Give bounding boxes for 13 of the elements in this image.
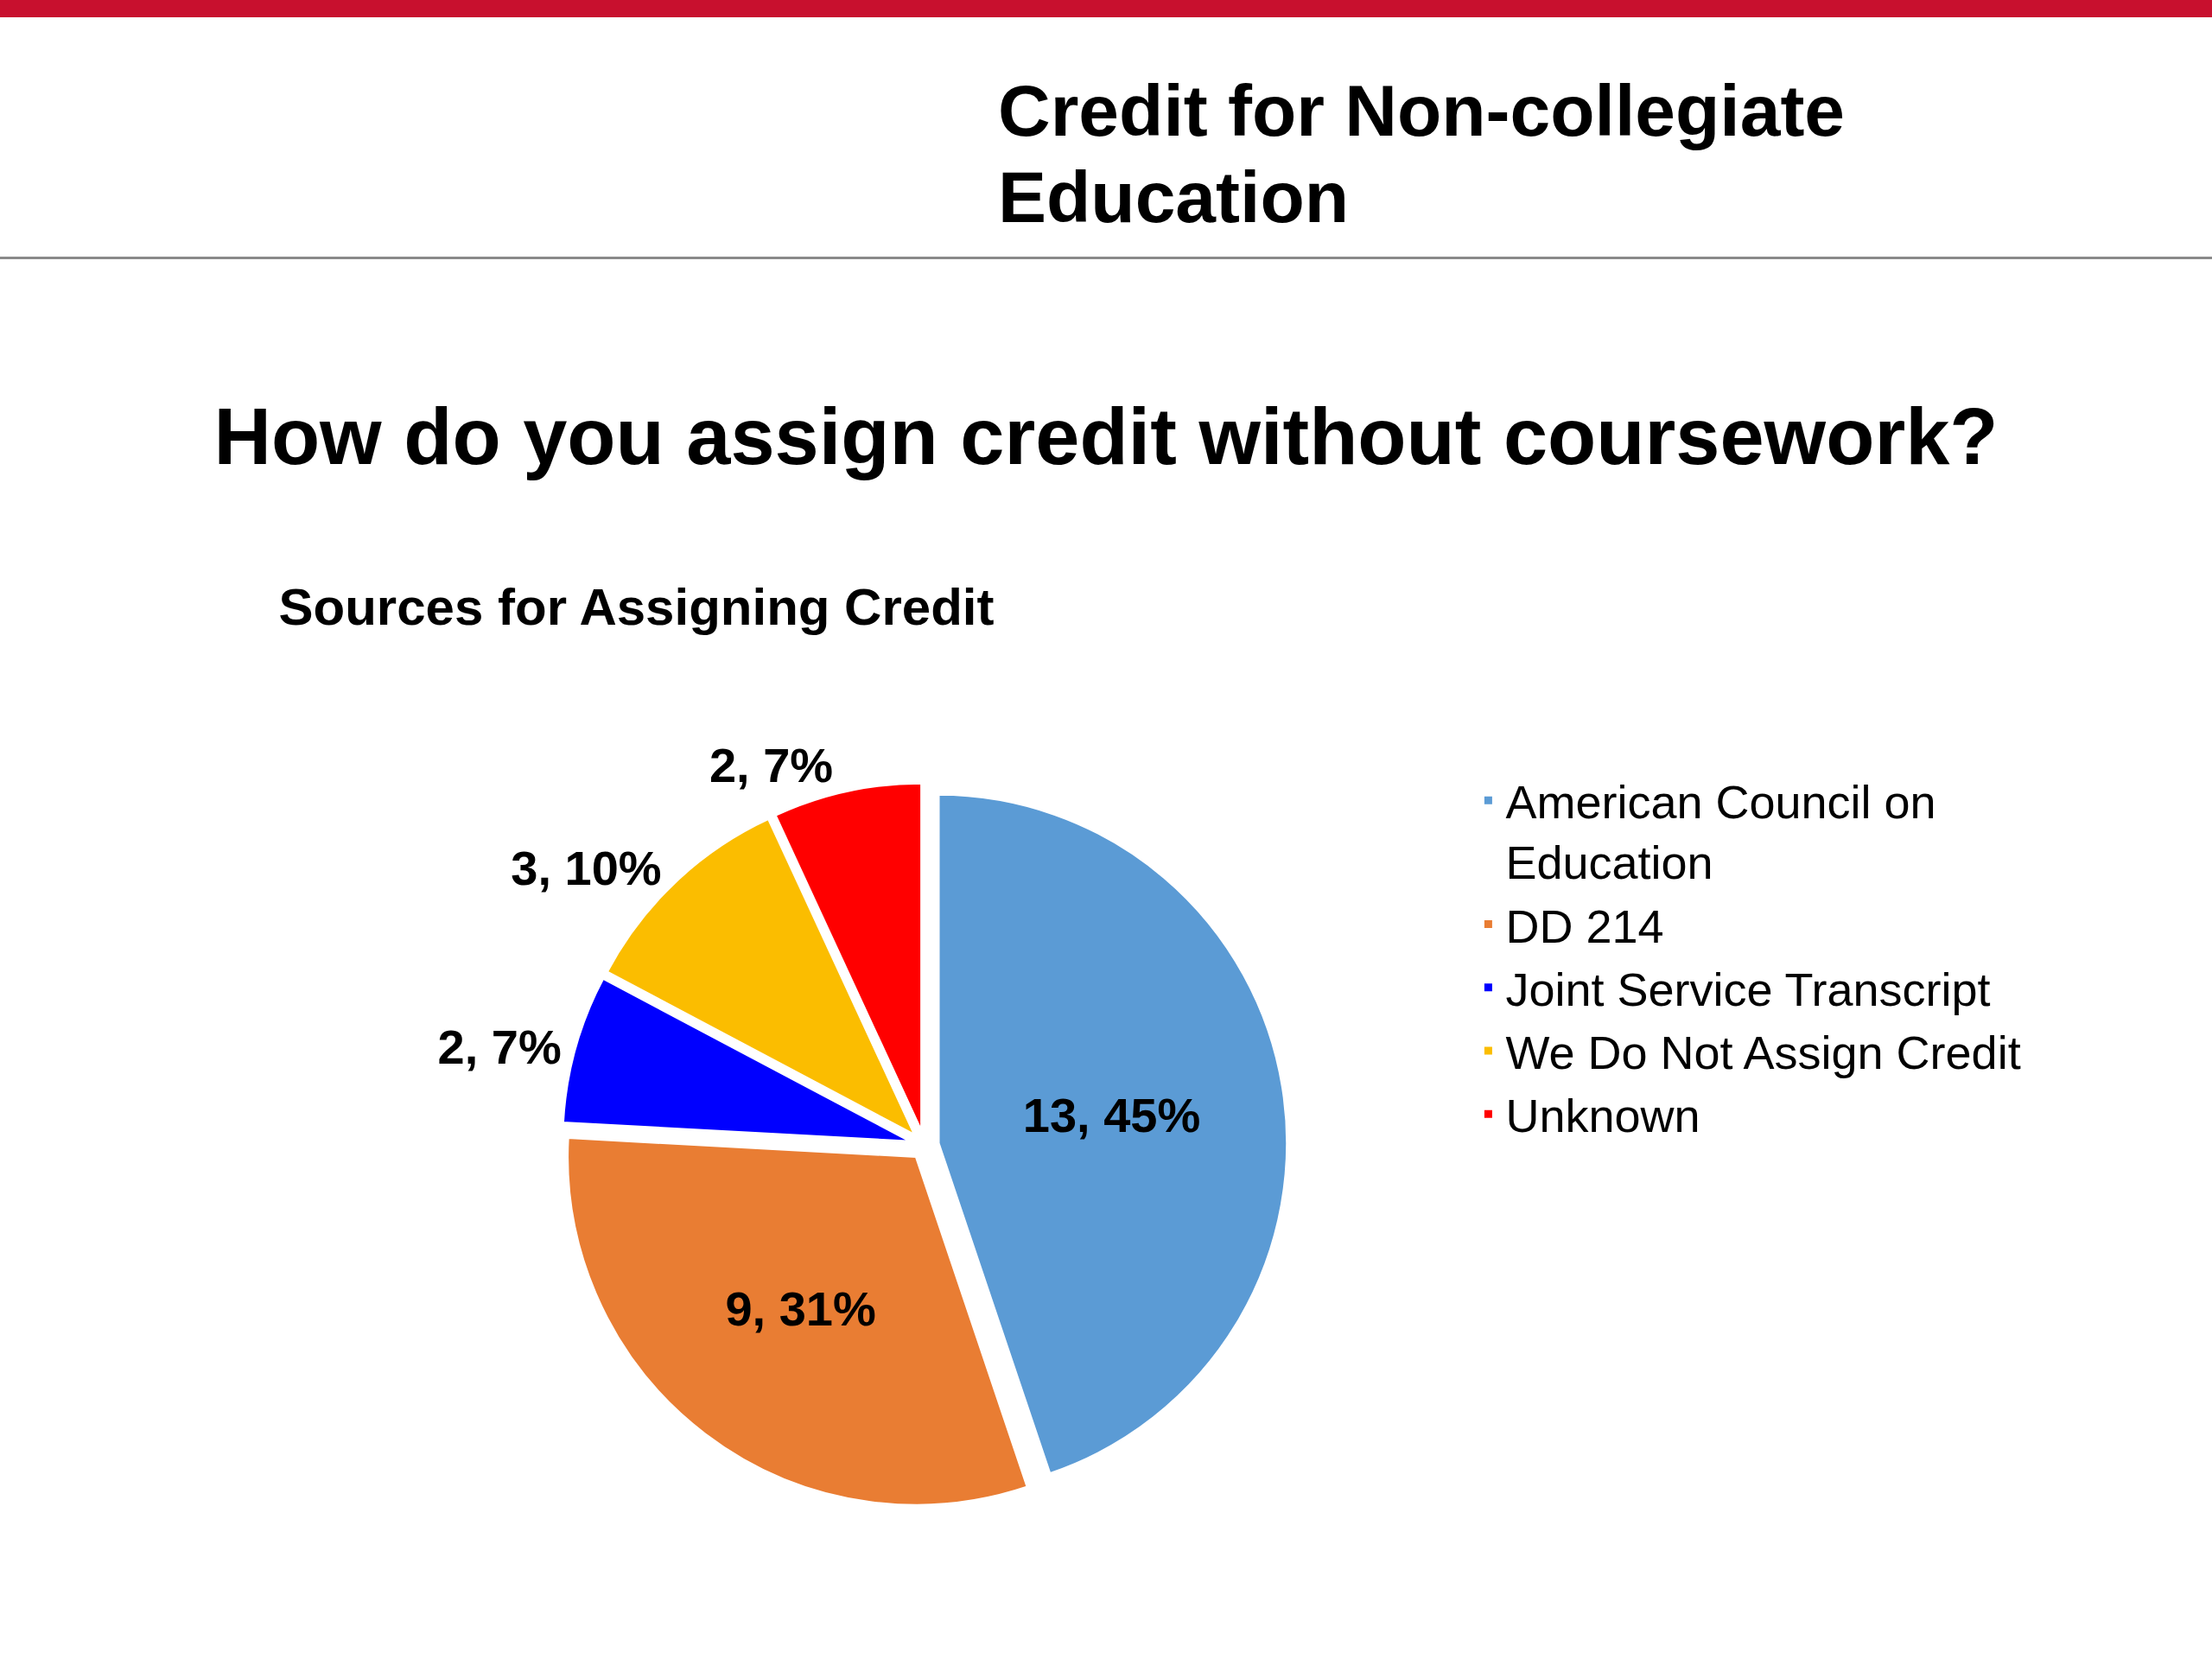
data-label: 2, 7% xyxy=(437,1019,562,1074)
text: Credit for Non-collegiate Education xyxy=(998,69,1847,239)
data-label: 2, 7% xyxy=(709,738,834,793)
legend-label: We Do Not Assign Credit xyxy=(1505,1027,2021,1079)
legend-label: American Council on Education xyxy=(1505,776,1936,889)
chart-title: Sources for Assigning Credit xyxy=(278,577,995,636)
data-label: 9, 31% xyxy=(725,1281,876,1336)
data-label: 3, 10% xyxy=(511,840,662,895)
data-label: 13, 45% xyxy=(1022,1087,1201,1142)
legend-label: Joint Service Transcript xyxy=(1505,963,1991,1015)
legend-label: Unknown xyxy=(1505,1090,1700,1142)
legend-label: DD 214 xyxy=(1505,899,1664,952)
text: How do you assign credit without coursework? xyxy=(213,391,1999,482)
